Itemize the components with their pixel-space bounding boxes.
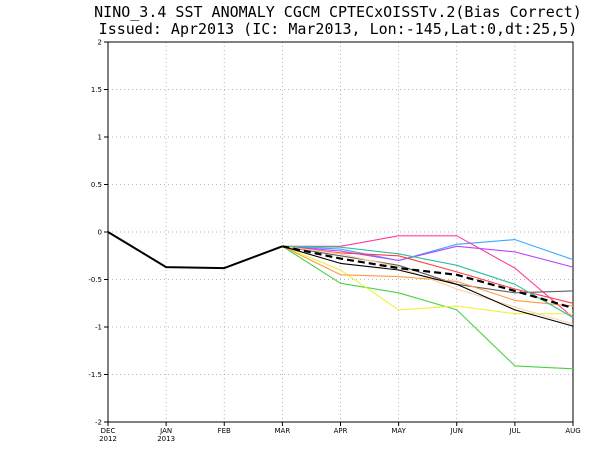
y-tick-label: -1.5 (88, 371, 102, 379)
x-tick-label: AUG (565, 427, 580, 435)
series-line-member-11 (282, 245, 574, 327)
y-tick-label: -2 (95, 419, 102, 427)
y-tick-label: -1 (95, 324, 102, 332)
y-tick-label: 2 (98, 39, 102, 47)
x-tick-label: MAR (275, 427, 291, 435)
y-tick-label: 0.5 (91, 181, 102, 189)
chart-subtitle: Issued: Apr2013 (IC: Mar2013, Lon:-145,L… (99, 20, 578, 38)
x-tick-year-label: 2012 (99, 435, 117, 443)
y-tick-label: 1 (98, 134, 102, 142)
x-tick-label: DEC (101, 427, 116, 435)
x-tick-label: JUL (508, 427, 520, 435)
x-tick-year-label: 2013 (157, 435, 175, 443)
series-line-member-5 (282, 245, 573, 315)
x-tick-label: JAN (159, 427, 172, 435)
series-line-member-8 (282, 245, 574, 307)
series-line-member-1 (282, 239, 574, 262)
x-tick-label: MAY (391, 427, 406, 435)
ensemble-mean-line (282, 245, 574, 310)
series-line-member-4 (282, 245, 574, 370)
observed-line (107, 231, 283, 270)
series-line-member-9 (282, 245, 574, 318)
series-group (107, 231, 574, 370)
series-line-member-6 (282, 245, 574, 294)
x-tick-label: FEB (218, 427, 231, 435)
grid (108, 42, 573, 422)
x-tick-label: APR (334, 427, 348, 435)
series-line-member-2 (282, 235, 574, 318)
y-tick-label: 1.5 (91, 86, 102, 94)
series-line-member-3 (282, 245, 574, 268)
series-line-member-7 (282, 245, 574, 304)
y-tick-label: 0 (98, 229, 102, 237)
x-tick-label: JUN (450, 427, 463, 435)
series-line-member-10 (282, 245, 574, 325)
y-tick-label: -0.5 (88, 276, 102, 284)
chart-title: NINO_3.4 SST ANOMALY CGCM CPTECxOISSTv.2… (94, 3, 582, 21)
y-axis: -2 -1.5 -1 -0.5 0 0.5 1 1.5 2 (88, 39, 108, 427)
